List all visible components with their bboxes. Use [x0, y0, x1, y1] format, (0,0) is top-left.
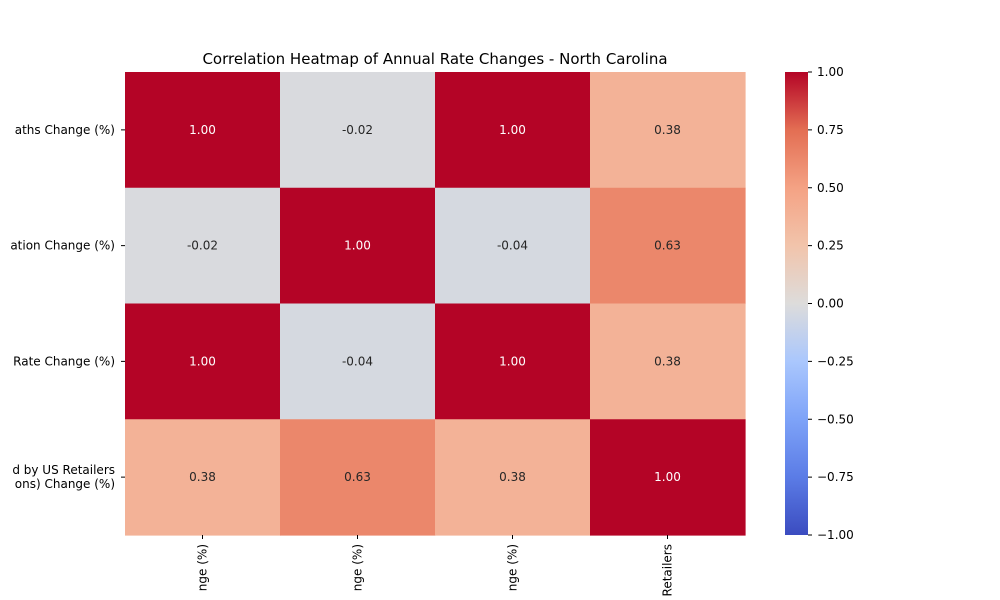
heatmap-cell-label-r1-c2: -0.02	[342, 123, 373, 137]
heatmap-cell-r3-c4	[590, 303, 746, 420]
row-tick-label-3-line-1: Rate Change (%)	[13, 354, 115, 368]
colorbar-tick-label-1: 1.00	[817, 65, 844, 79]
heatmap-cell-label-r1-c4: 0.38	[654, 123, 681, 137]
heatmap-cell-label-r3-c4: 0.38	[654, 354, 681, 368]
row-tick-label-4-line-1: d by US Retailers	[12, 463, 115, 477]
heatmap-cell-r3-c3	[435, 303, 591, 420]
heatmap-cell-label-r2-c1: -0.02	[187, 239, 218, 253]
heatmap-cell-label-r2-c3: -0.04	[497, 239, 528, 253]
colorbar-gradient-bar	[785, 72, 808, 535]
column-tick-label-2: nge (%)	[351, 544, 365, 591]
heatmap-cell-label-r4-c2: 0.63	[344, 470, 371, 484]
colorbar-tick-label-7: −0.50	[817, 412, 854, 426]
colorbar: 1.00 0.75 0.50 0.25 0.00 −0.25 −0.50 −0.75 −1.00	[785, 65, 854, 542]
heatmap-cell-r2-c3	[435, 187, 591, 305]
heatmap-cell-r4-c3	[435, 419, 591, 536]
row-tick-label-1-line-1: aths Change (%)	[15, 123, 115, 137]
heatmap-cell-r1-c4	[590, 72, 746, 189]
heatmap-cell-r1-c3	[435, 72, 591, 189]
colorbar-tick-label-6: −0.25	[817, 354, 854, 368]
heatmap-cell-r4-c1	[125, 419, 281, 536]
heatmap-cell-r3-c2	[280, 303, 436, 420]
heatmap-cell-r2-c1	[125, 187, 281, 305]
heatmap-cells	[125, 72, 746, 536]
row-tick-label-4-line-2: ons) Change (%)	[15, 477, 115, 491]
colorbar-tick-label-8: −0.75	[817, 470, 854, 484]
colorbar-tick-label-2: 0.75	[817, 123, 844, 137]
heatmap-cell-label-r1-c1: 1.00	[189, 123, 216, 137]
heatmap-cell-r4-c2	[280, 419, 436, 536]
heatmap-cell-labels: 1.00 -0.02 1.00 0.38 -0.02 1.00 -0.04 0.63 1.00 -…	[187, 123, 681, 484]
column-tick-label-1: nge (%)	[196, 544, 210, 591]
column-tick-labels: nge (%) nge (%) nge (%) Retailers	[196, 535, 675, 596]
heatmap-cell-r2-c2	[280, 187, 436, 305]
heatmap-cell-label-r3-c3: 1.00	[499, 354, 526, 368]
heatmap-cell-r4-c4	[590, 419, 746, 536]
heatmap-cell-label-r3-c2: -0.04	[342, 354, 373, 368]
heatmap-cell-label-r3-c1: 1.00	[189, 354, 216, 368]
heatmap-cell-label-r4-c3: 0.38	[499, 470, 526, 484]
heatmap-cell-r1-c2	[280, 72, 436, 189]
chart-title: Correlation Heatmap of Annual Rate Chang…	[202, 50, 667, 68]
heatmap-cell-label-r2-c2: 1.00	[344, 239, 371, 253]
row-tick-label-2-line-1: ation Change (%)	[10, 239, 115, 253]
row-tick-labels: aths Change (%) ation Change (%) Rate Chan…	[10, 123, 125, 491]
colorbar-tick-label-3: 0.50	[817, 181, 844, 195]
heatmap-cell-label-r2-c4: 0.63	[654, 239, 681, 253]
colorbar-tick-label-4: 0.25	[817, 239, 844, 253]
colorbar-tick-label-9: −1.00	[817, 528, 854, 542]
heatmap-cell-label-r1-c3: 1.00	[499, 123, 526, 137]
heatmap-cell-label-r4-c4: 1.00	[654, 470, 681, 484]
heatmap-cell-label-r4-c1: 0.38	[189, 470, 216, 484]
heatmap-cell-r1-c1	[125, 72, 281, 189]
column-tick-label-4: Retailers	[661, 544, 675, 596]
column-tick-label-3: nge (%)	[506, 544, 520, 591]
heatmap-cell-r2-c4	[590, 187, 746, 305]
heatmap-cell-r3-c1	[125, 303, 281, 420]
colorbar-tick-label-5: 0.00	[817, 297, 844, 311]
